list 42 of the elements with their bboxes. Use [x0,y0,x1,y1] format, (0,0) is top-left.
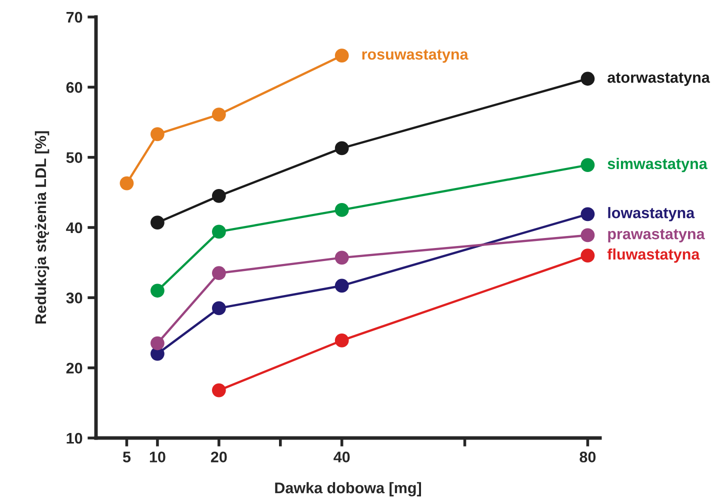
point [150,216,164,230]
x-axis-title: Dawka dobowa [mg] [275,482,421,496]
y-tick-label: 40 [66,222,82,234]
x-tick-label: 20 [210,452,227,462]
series-label: prawastatyna [608,229,705,242]
point [212,188,226,203]
y-tick-label: 60 [66,82,82,93]
point [334,48,349,63]
point [150,336,164,350]
point [150,284,164,298]
y-tick-label: 20 [66,362,82,374]
y-tick-label: 70 [66,12,82,23]
x-tick-label: 80 [580,452,596,462]
x-tick-label: 10 [150,452,166,462]
point [212,383,226,398]
point [580,248,595,263]
point [150,127,164,142]
y-tick-label: 50 [66,152,82,164]
point [580,228,595,242]
y-tick-label: 30 [66,292,82,304]
y-tick-label: 10 [66,432,82,444]
x-tick-label: 5 [122,452,131,462]
y-axis-title: Redukcja stężenia LDL [%] [34,131,50,324]
point [580,158,595,172]
x-tick-label: 40 [334,452,350,462]
point [580,207,595,222]
point [334,334,349,348]
point [212,301,226,316]
series-label: lowastatyna [608,207,695,222]
point [580,72,595,86]
point [120,176,134,190]
point [212,224,226,239]
series-label: simwastatyna [608,158,708,172]
point [212,266,226,280]
point [334,141,349,156]
point [334,203,349,217]
series-label: fluwastatyna [607,248,700,263]
series-label: atorwastatyna [608,72,710,86]
point [334,278,349,293]
point [212,108,226,122]
series-label: rosuwastatyna [362,50,468,63]
point [334,250,349,265]
